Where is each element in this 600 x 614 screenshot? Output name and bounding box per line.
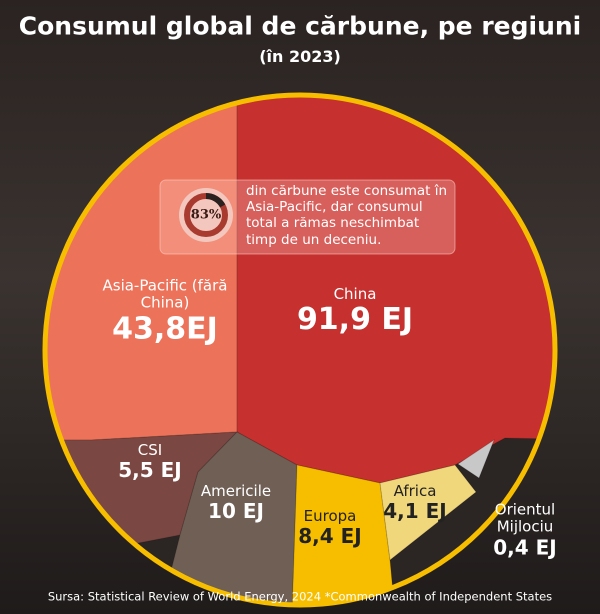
region-label: CSI 5,5 EJ — [105, 440, 195, 483]
value-label: 43,8EJ — [112, 311, 218, 346]
value-label: 0,4 EJ — [493, 534, 557, 559]
region-label: Asia-Pacific (fără China) 43,8EJ — [100, 276, 230, 347]
value-label: 5,5 EJ — [118, 458, 182, 483]
region-cell — [379, 464, 477, 561]
value-label: 4,1 EJ — [383, 499, 447, 524]
region-cell — [457, 438, 496, 479]
category-label: CSI — [137, 440, 163, 459]
region-label: Europa 8,4 EJ — [285, 506, 375, 549]
callout-box — [159, 179, 456, 255]
title: Consumul global de cărbune, pe regiuni — [18, 11, 582, 41]
category-label: Orientul Mijlociu — [494, 500, 556, 536]
callout-text: din cărbune este consumat în Asia-Pacifi… — [246, 183, 448, 248]
region-label: Orientul Mijlociu 0,4 EJ — [485, 501, 565, 559]
category-label: Asia-Pacific (fără China) — [102, 276, 228, 312]
region-label: Africa 4,1 EJ — [375, 481, 455, 524]
value-label: 8,4 EJ — [298, 524, 362, 549]
category-label: Africa — [393, 481, 437, 500]
region-label: China 91,9 EJ — [280, 285, 430, 338]
circle-border — [42, 92, 558, 608]
category-label: China — [333, 285, 377, 304]
donut-arc — [184, 193, 228, 237]
region-label: Americile 10 EJ — [191, 481, 281, 524]
region-cell — [45, 95, 238, 441]
category-label: Europa — [303, 506, 357, 525]
source: Sursa: Statistical Review of World Energ… — [47, 589, 553, 604]
category-label: Americile — [200, 481, 272, 500]
value-label: 10 EJ — [208, 499, 264, 524]
subtitle: (în 2023) — [259, 46, 341, 66]
value-label: 91,9 EJ — [296, 302, 414, 338]
callout-value: 83% — [190, 207, 222, 223]
